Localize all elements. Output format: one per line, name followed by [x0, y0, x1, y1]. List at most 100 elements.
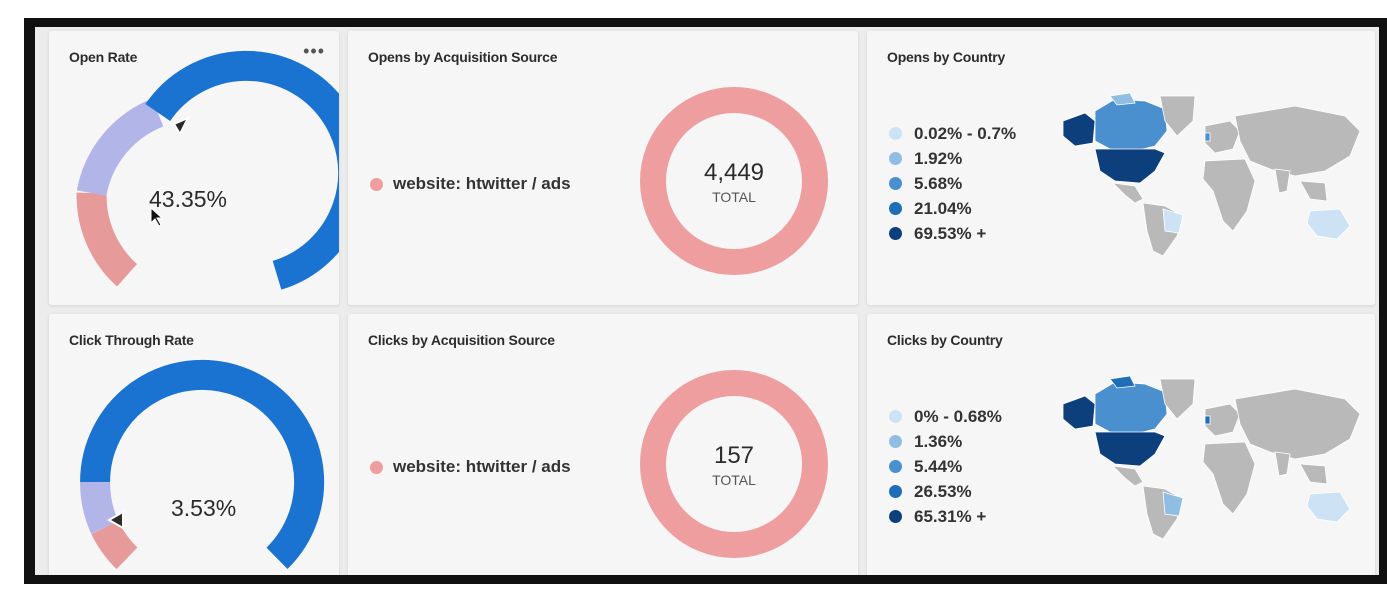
legend-label: 5.44% [914, 456, 963, 476]
legend-dot-icon [889, 202, 902, 215]
legend-item[interactable]: 1.36% [889, 429, 1002, 454]
map-uk [1204, 132, 1211, 142]
map-africa [1202, 441, 1256, 515]
clicks-country-title: Clicks by Country [887, 332, 1003, 348]
map-greenland [1159, 378, 1196, 420]
map-brazil [1162, 208, 1184, 234]
gauge-pointer-icon [172, 116, 191, 137]
map-uk [1204, 415, 1211, 425]
legend-dot-icon [889, 485, 902, 498]
map-australia [1306, 208, 1351, 240]
legend-dot-icon [370, 177, 383, 191]
clicks-source-legend-label: website: htwitter / ads [393, 457, 571, 476]
legend-item[interactable]: 5.68% [889, 171, 1016, 196]
legend-item[interactable]: 26.53% [889, 479, 1002, 504]
gauge-segment-lavender [76, 98, 164, 197]
legend-label: 5.68% [914, 173, 963, 193]
click-rate-title: Click Through Rate [69, 332, 194, 348]
opens-country-title: Opens by Country [887, 49, 1006, 65]
map-africa [1202, 158, 1256, 232]
map-canada [1094, 98, 1168, 152]
map-asia [1234, 105, 1361, 177]
legend-label: 65.31% + [914, 506, 987, 526]
legend-label: 69.53% + [914, 223, 987, 243]
clicks-country-legend: 0% - 0.68% 1.36% 5.44% 26.53% 65.31% + [889, 404, 1002, 529]
opens-world-map[interactable] [1055, 91, 1365, 261]
legend-item[interactable]: 0.02% - 0.7% [889, 121, 1016, 146]
opens-source-donut [640, 87, 828, 275]
gauge-segment-blue [145, 50, 339, 290]
legend-label: 26.53% [914, 481, 972, 501]
clicks-source-legend[interactable]: website: htwitter / ads [370, 457, 571, 477]
map-australia [1306, 491, 1351, 523]
legend-label: 1.36% [914, 431, 963, 451]
opens-source-card: Opens by Acquisition Source website: htw… [348, 31, 858, 305]
open-rate-title: Open Rate [69, 49, 138, 65]
donut-slice[interactable] [640, 87, 828, 275]
clicks-source-card: Clicks by Acquisition Source website: ht… [348, 314, 858, 575]
map-europe [1204, 403, 1241, 437]
map-india [1274, 168, 1291, 194]
legend-item[interactable]: 0% - 0.68% [889, 404, 1002, 429]
legend-label: 21.04% [914, 198, 972, 218]
map-canada-north [1109, 375, 1136, 389]
clicks-total-value: 157 [713, 442, 755, 469]
gauge-segment-pink [91, 520, 138, 570]
more-horizontal-icon[interactable]: ••• [303, 41, 325, 61]
legend-item[interactable]: 65.31% + [889, 504, 1002, 529]
legend-dot-icon [889, 510, 902, 523]
clicks-source-donut [640, 370, 828, 558]
opens-country-legend: 0.02% - 0.7% 1.92% 5.68% 21.04% 69.53% + [889, 121, 1016, 246]
map-greenland [1159, 95, 1196, 137]
legend-item[interactable]: 69.53% + [889, 221, 1016, 246]
opens-total-value: 4,449 [703, 159, 765, 186]
map-southeast-asia [1299, 180, 1328, 202]
click-rate-card: Click Through Rate 3.53% [49, 314, 339, 575]
map-brazil [1162, 491, 1184, 517]
gauge-pointer-icon [106, 510, 124, 530]
opens-total: 4,449 TOTAL [674, 159, 794, 205]
legend-dot-icon [370, 460, 383, 474]
legend-item[interactable]: 5.44% [889, 454, 1002, 479]
legend-dot-icon [889, 410, 902, 423]
open-rate-value: 43.35% [149, 186, 228, 212]
legend-item[interactable]: 1.92% [889, 146, 1016, 171]
dashboard: Open Rate ••• 43.35% Opens by Acquisitio… [35, 27, 1379, 575]
legend-label: 0.02% - 0.7% [914, 123, 1017, 143]
map-alaska [1062, 112, 1096, 147]
open-rate-gauge [76, 50, 339, 290]
click-rate-value: 3.53% [171, 495, 237, 521]
opens-source-title: Opens by Acquisition Source [368, 49, 558, 65]
map-india [1274, 451, 1291, 477]
opens-source-legend-label: website: htwitter / ads [393, 174, 571, 193]
legend-dot-icon [889, 177, 902, 190]
map-mexico [1111, 465, 1144, 487]
open-rate-card: Open Rate ••• 43.35% [49, 31, 339, 305]
opens-country-card: Opens by Country 0.02% - 0.7% 1.92% 5.68… [867, 31, 1375, 305]
legend-dot-icon [889, 435, 902, 448]
map-usa [1094, 148, 1166, 184]
legend-dot-icon [889, 460, 902, 473]
map-canada [1094, 381, 1168, 435]
clicks-total: 157 TOTAL [674, 442, 794, 488]
opens-total-label: TOTAL [712, 189, 756, 205]
gauge-segment-blue [80, 359, 325, 569]
click-rate-gauge [80, 359, 325, 570]
legend-dot-icon [889, 127, 902, 140]
clicks-total-label: TOTAL [712, 472, 756, 488]
legend-dot-icon [889, 227, 902, 240]
map-asia [1234, 388, 1361, 460]
clicks-world-map[interactable] [1055, 374, 1365, 544]
donut-slice[interactable] [640, 370, 828, 558]
gauge-segment-pink [76, 192, 138, 287]
opens-source-legend[interactable]: website: htwitter / ads [370, 174, 571, 194]
legend-label: 1.92% [914, 148, 963, 168]
map-southeast-asia [1299, 463, 1328, 485]
mouse-cursor-icon [150, 206, 164, 227]
map-canada-north [1109, 92, 1136, 106]
gauge-segment-lavender [80, 481, 119, 534]
legend-label: 0% - 0.68% [914, 406, 1002, 426]
clicks-source-title: Clicks by Acquisition Source [368, 332, 555, 348]
map-alaska [1062, 395, 1096, 430]
legend-item[interactable]: 21.04% [889, 196, 1016, 221]
